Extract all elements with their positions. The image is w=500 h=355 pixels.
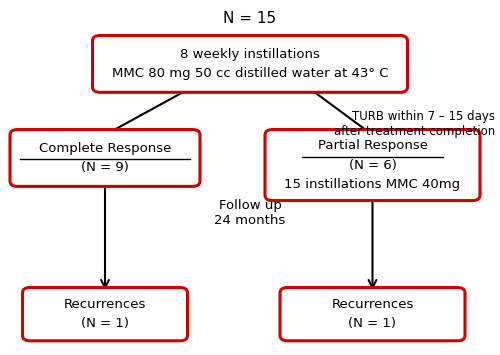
Text: Partial Response: Partial Response	[318, 139, 428, 152]
Text: Complete Response: Complete Response	[39, 142, 171, 155]
Text: (N = 6): (N = 6)	[348, 159, 397, 171]
Text: (N = 9): (N = 9)	[81, 161, 129, 174]
FancyBboxPatch shape	[22, 288, 188, 341]
Text: 8 weekly instillations: 8 weekly instillations	[180, 48, 320, 61]
Text: MMC 80 mg 50 cc distilled water at 43° C: MMC 80 mg 50 cc distilled water at 43° C	[112, 67, 388, 80]
FancyBboxPatch shape	[10, 130, 200, 186]
Text: TURB within 7 – 15 days
after treatment completion: TURB within 7 – 15 days after treatment …	[334, 110, 495, 138]
Text: (N = 1): (N = 1)	[81, 317, 129, 331]
Text: (N = 1): (N = 1)	[348, 317, 397, 331]
Text: 15 instillations MMC 40mg: 15 instillations MMC 40mg	[284, 178, 461, 191]
FancyBboxPatch shape	[280, 288, 465, 341]
Text: Recurrences: Recurrences	[64, 298, 146, 311]
FancyBboxPatch shape	[265, 130, 480, 201]
FancyBboxPatch shape	[92, 36, 407, 92]
Text: Recurrences: Recurrences	[332, 298, 413, 311]
Text: Follow up
24 months: Follow up 24 months	[214, 199, 286, 227]
Text: N = 15: N = 15	[224, 11, 276, 26]
